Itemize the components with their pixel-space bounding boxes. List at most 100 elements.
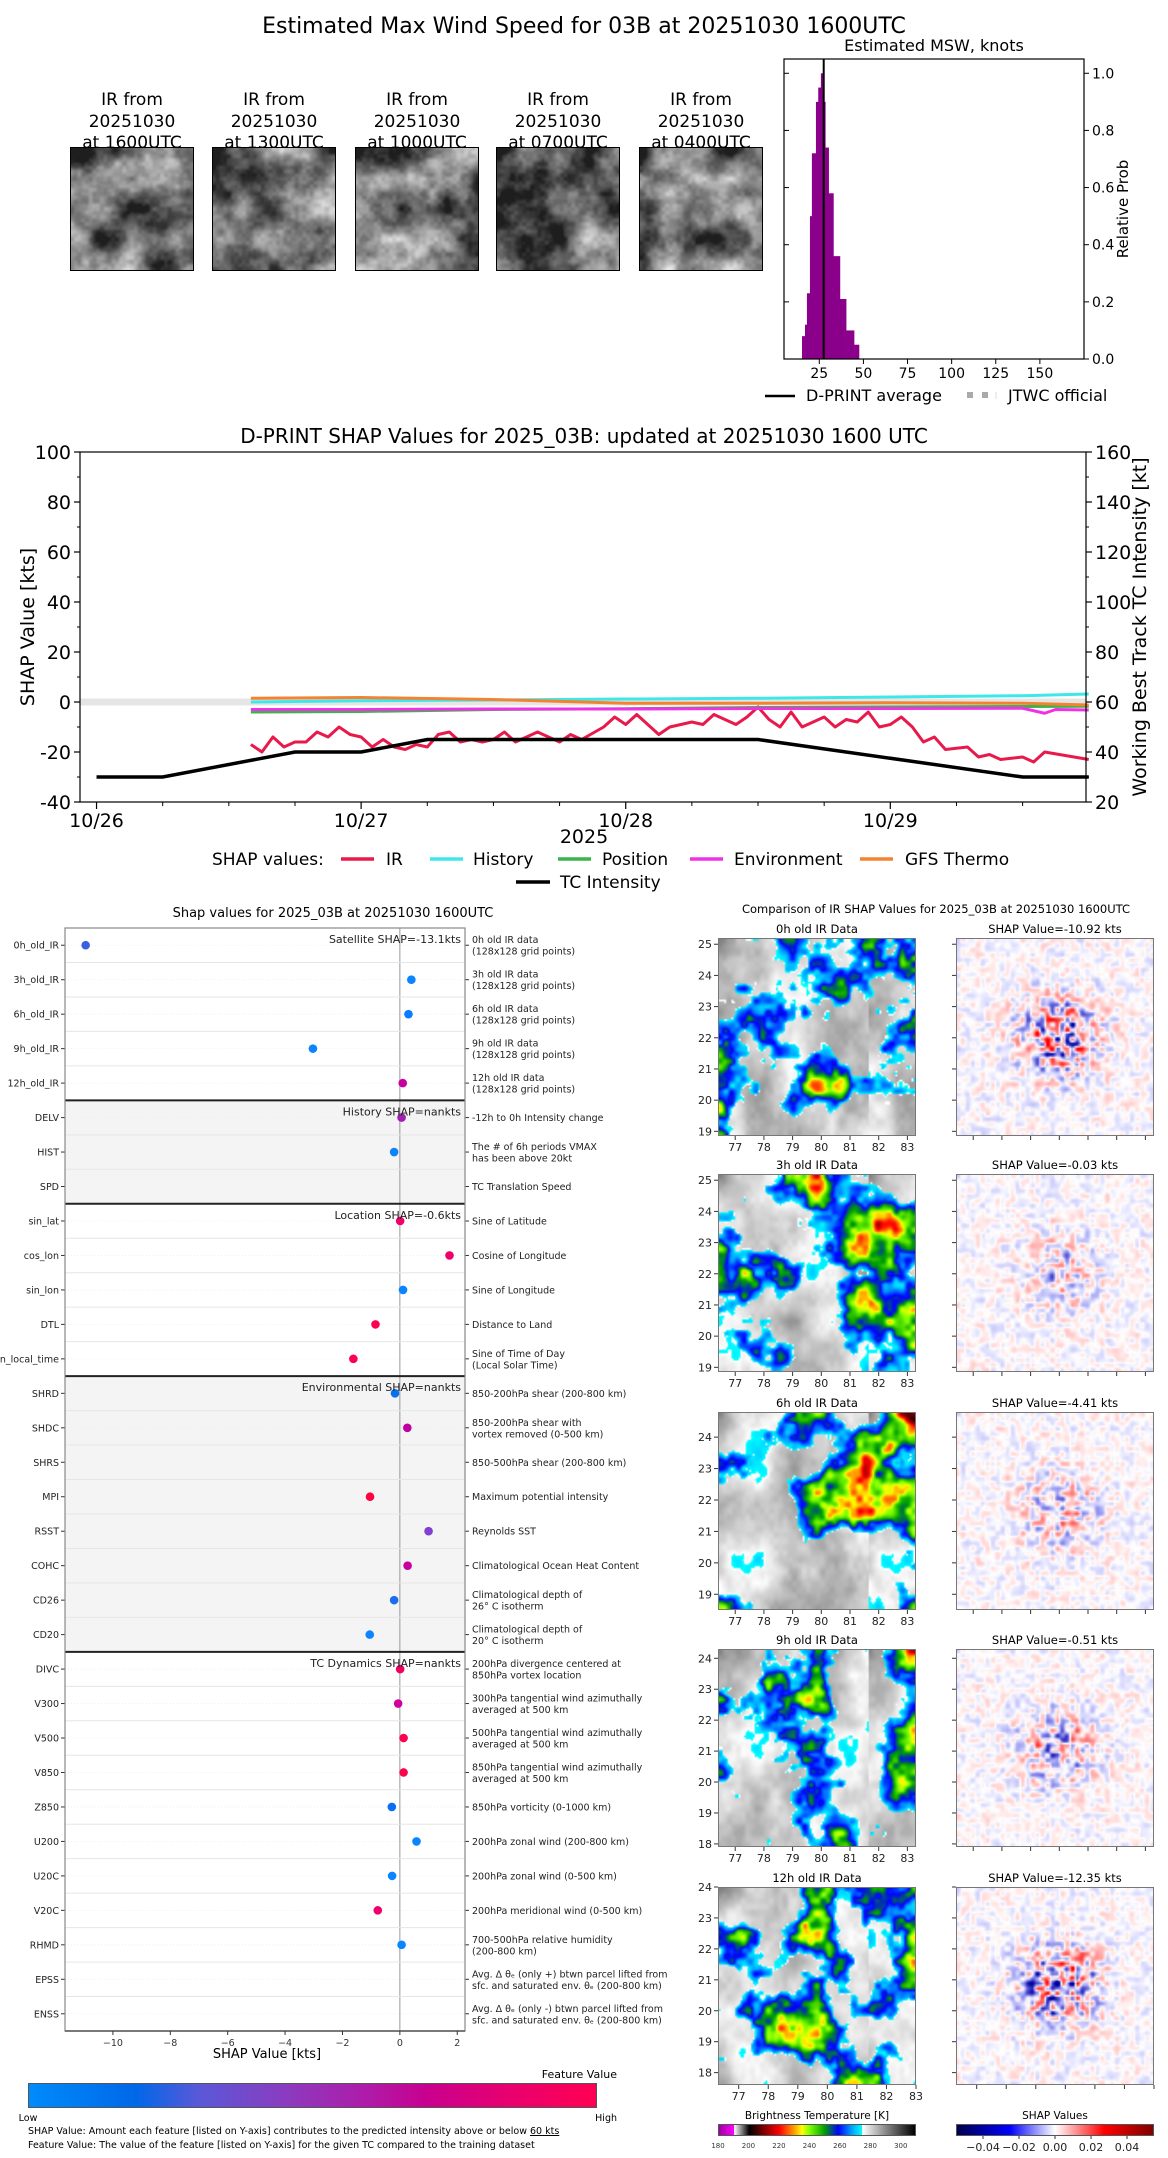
shap-ytick-label: 80: [47, 492, 71, 514]
date-axis-label: 2025: [560, 826, 608, 848]
longitude-tick-label: 82: [872, 1615, 886, 1628]
group-shap-annotation: Location SHAP=-0.6kts: [334, 1209, 461, 1222]
brightness-temperature-colorbar: [718, 2124, 916, 2136]
histogram-bar: [806, 293, 811, 359]
feature-description: Sine of Latitude: [472, 1216, 547, 1227]
histogram-title: Estimated MSW, knots: [844, 36, 1024, 55]
longitude-tick-label: 82: [872, 1141, 886, 1154]
longitude-tick-label: 83: [909, 2090, 923, 2103]
feature-description: Sine of Time of Day: [472, 1349, 565, 1360]
histogram-bar: [833, 256, 841, 359]
longitude-tick-label: 77: [732, 2090, 746, 2103]
group-shap-annotation: Satellite SHAP=-13.1kts: [329, 933, 461, 946]
shap-ytick-label: 40: [47, 592, 71, 614]
feature-description: 500hPa tangential wind azimuthally: [472, 1728, 643, 1739]
longitude-tick-label: 81: [843, 1377, 857, 1390]
shap-axis-label: SHAP Value [kts]: [17, 548, 39, 706]
thumbnail-title-line: 20251030: [89, 112, 176, 132]
ir-brightness-image: [718, 1412, 916, 1610]
intensity-ytick-label: 60: [1095, 692, 1119, 714]
date-tick-label: 10/27: [334, 810, 389, 832]
feature-name-label: SHRD: [32, 1389, 59, 1400]
ir-thumbnail-image: [639, 147, 763, 271]
longitude-tick-label: 77: [728, 1615, 742, 1628]
shap-dot-0h_old_ir: [81, 940, 90, 950]
latitude-tick-label: 21: [698, 1299, 712, 1312]
shap-dot-u200: [412, 1837, 421, 1846]
longitude-tick-label: 80: [814, 1615, 828, 1628]
shap-panel-title: SHAP Value=-0.51 kts: [992, 1633, 1118, 1647]
feature-name-label: COHC: [31, 1561, 59, 1572]
thumbnail-title-line: 20251030: [231, 112, 318, 132]
date-tick-label: 10/26: [69, 810, 124, 832]
series-line-gfs-thermo: [250, 696, 1089, 707]
date-tick-label: 10/28: [598, 810, 653, 832]
latitude-tick-label: 25: [698, 938, 712, 951]
histogram-bar: [815, 101, 819, 359]
footnote-threshold: 60 kts: [529, 2126, 560, 2137]
shap-dot-9h_old_ir: [308, 1044, 318, 1053]
latitude-tick-label: 21: [698, 1745, 712, 1758]
page-title: Estimated Max Wind Speed for 03B at 2025…: [262, 14, 906, 39]
longitude-tick-label: 83: [900, 1377, 914, 1390]
feature-description: 850hPa tangential wind azimuthally: [472, 1762, 643, 1773]
longitude-tick-label: 83: [900, 1852, 914, 1865]
histogram-ytick-label: 0.8: [1092, 123, 1114, 139]
group-shap-annotation: Environmental SHAP=nankts: [302, 1381, 462, 1394]
feature-description: Distance to Land: [472, 1320, 552, 1331]
colorbar-title: Feature Value: [542, 2068, 618, 2081]
histogram-bar: [805, 324, 808, 359]
thumbnail-title-line: 20251030: [374, 112, 461, 132]
ir-thumbnail-image: [496, 147, 620, 271]
feature-description: (128x128 grid points): [472, 981, 575, 992]
legend-jtwc-official-label: JTWC official: [1007, 386, 1107, 405]
feature-name-label: sin_lon: [26, 1285, 59, 1296]
latitude-tick-label: 22: [698, 1268, 712, 1281]
shap-dot-cohc: [403, 1561, 412, 1570]
feature-description: 9h old IR data: [472, 1039, 538, 1050]
ir-thumbnail-image: [70, 147, 194, 271]
latitude-tick-label: 18: [698, 1838, 712, 1851]
latitude-tick-label: 23: [698, 1237, 712, 1250]
dotplot-xtick-label: 2: [454, 2038, 460, 2049]
longitude-tick-label: 81: [843, 1852, 857, 1865]
ir-brightness-image: [718, 1174, 916, 1372]
longitude-tick-label: 82: [872, 1377, 886, 1390]
feature-description: 26° C isotherm: [472, 1602, 544, 1613]
colorbar-low-label: Low: [19, 2113, 38, 2124]
feature-name-label: V20C: [34, 1906, 60, 1917]
shap-attribution-map: [956, 1649, 1154, 1847]
feature-name-label: cos_lon: [24, 1251, 59, 1262]
feature-description: (128x128 grid points): [472, 1085, 575, 1096]
longitude-tick-label: 78: [761, 2090, 775, 2103]
histogram-ytick-label: 0.4: [1092, 238, 1114, 254]
ir-panel-title: 9h old IR Data: [776, 1633, 858, 1647]
histogram-frame: [783, 58, 1085, 360]
latitude-tick-label: 24: [698, 1431, 712, 1444]
longitude-tick-label: 78: [757, 1852, 771, 1865]
ir-thumbnail-image: [355, 147, 479, 271]
latitude-tick-label: 22: [698, 1032, 712, 1045]
shap-colorbar-tick-label: −0.02: [1002, 2141, 1036, 2154]
feature-name-label: 6h_old_IR: [14, 1010, 60, 1021]
feature-name-label: CD20: [33, 1630, 59, 1641]
feature-name-label: EPSS: [35, 1975, 59, 1986]
dotplot-xlabel: SHAP Value [kts]: [213, 2047, 321, 2062]
histogram-bar: [820, 73, 824, 360]
longitude-tick-label: 82: [872, 1852, 886, 1865]
tc-intensity-line: [96, 737, 1089, 779]
histogram-bar: [802, 336, 806, 359]
feature-description: 200hPa divergence centered at: [472, 1659, 621, 1670]
shap-colorbar-tick-label: 0.00: [1043, 2141, 1068, 2154]
feature-name-label: sin_local_time: [0, 1354, 59, 1365]
histogram-bar: [818, 87, 822, 360]
feature-name-label: SHRS: [33, 1458, 59, 1469]
shap-dot-cd20: [365, 1630, 375, 1639]
series-line-environment: [250, 706, 1089, 715]
ir-panel-title: 0h old IR Data: [776, 922, 858, 936]
thumbnail-title-line: IR from: [670, 90, 732, 110]
shap-dot-rsst: [424, 1526, 433, 1536]
longitude-tick-label: 83: [900, 1615, 914, 1628]
feature-description: Maximum potential intensity: [472, 1492, 609, 1503]
